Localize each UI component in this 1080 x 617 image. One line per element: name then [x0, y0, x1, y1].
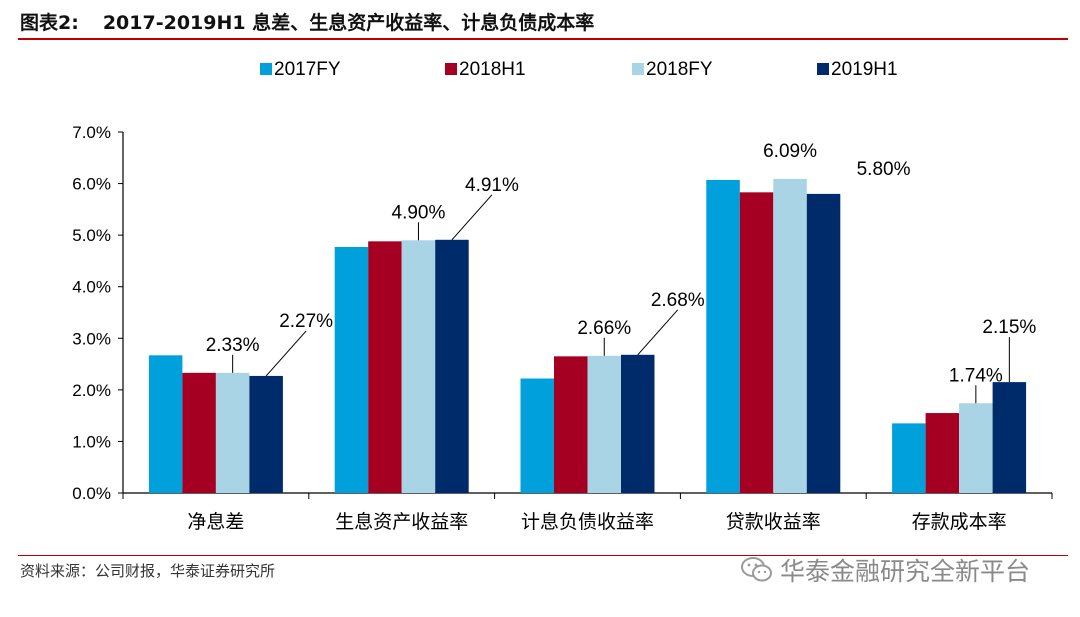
bar-2019H1-1: [435, 239, 469, 493]
label-leader-line: [637, 309, 679, 356]
bar-2018FY-0: [215, 372, 250, 493]
data-label: 2.33%: [206, 335, 260, 356]
data-label: 4.90%: [392, 202, 446, 223]
x-category-label: 净息差: [187, 511, 244, 533]
wechat-icon: [741, 557, 772, 582]
label-leader-line: [451, 194, 493, 241]
chart-data-labels: 2.33% 2.27% 4.90% 4.91% 2.66% 2.68% 6.09% 5.80%…: [206, 141, 1036, 404]
y-tick-label: 5.0%: [72, 226, 111, 245]
bar-2019H1-0: [249, 375, 283, 493]
legend-swatch-2018H1: [445, 63, 457, 75]
data-label: 2.27%: [279, 311, 333, 332]
source-note: 资料来源：公司财报，华泰证券研究所: [20, 562, 276, 580]
bar-2018H1-1: [368, 241, 402, 493]
y-tick-label: 0.0%: [72, 484, 111, 503]
footer-divider: [18, 555, 1068, 556]
legend-label: 2018H1: [459, 59, 526, 80]
bar-2017FY-0: [148, 355, 183, 493]
x-category-label: 贷款收益率: [726, 511, 821, 533]
bar-2017FY-4: [892, 423, 926, 493]
data-label: 1.74%: [949, 365, 1003, 386]
bar-2019H1-3: [806, 193, 841, 493]
figure-label: 图表2:: [20, 12, 79, 34]
legend-swatch-2017FY: [260, 63, 272, 75]
bar-2017FY-2: [520, 378, 554, 493]
bar-2018FY-3: [773, 178, 807, 493]
bar-2018FY-2: [587, 355, 621, 493]
watermark: 华泰金融研究全新平台: [740, 552, 1030, 588]
x-category-label: 存款成本率: [912, 511, 1007, 533]
bar-2019H1-4: [992, 382, 1027, 493]
x-category-label: 生息资产收益率: [335, 511, 468, 533]
bar-2019H1-2: [621, 354, 655, 493]
chart-bars: [148, 178, 1027, 494]
y-tick-label: 4.0%: [72, 278, 111, 297]
label-leader-line: [265, 330, 307, 377]
legend-label: 2019H1: [831, 59, 898, 80]
y-tick-label: 2.0%: [72, 381, 111, 400]
legend-swatch-2019H1: [817, 63, 829, 75]
data-label: 2.15%: [982, 317, 1036, 338]
bar-2017FY-1: [334, 247, 369, 493]
data-label: 5.80%: [857, 159, 911, 180]
data-label: 2.66%: [577, 318, 631, 339]
bar-2018H1-4: [925, 413, 960, 493]
y-tick-label: 3.0%: [72, 329, 111, 348]
figure-title: 2017-2019H1 息差、生息资产收益率、计息负债成本率: [102, 12, 595, 34]
figure-title-bar: 图表2: 2017-2019H1 息差、生息资产收益率、计息负债成本率: [20, 8, 594, 35]
bar-2018H1-3: [739, 192, 774, 494]
data-label: 2.68%: [651, 290, 705, 311]
x-category-label: 计息负债收益率: [521, 511, 654, 533]
bar-2017FY-3: [706, 179, 740, 493]
bar-2018FY-1: [401, 240, 436, 493]
legend-swatch-2018FY: [632, 63, 644, 75]
legend-label: 2018FY: [646, 59, 713, 80]
title-divider: [18, 38, 1068, 40]
chart-legend: 2017FY 2018H1 2018FY 2019H1: [260, 59, 898, 80]
x-axis-categories: 净息差 生息资产收益率 计息负债收益率 贷款收益率 存款成本率: [187, 511, 1006, 533]
data-label: 4.91%: [465, 175, 519, 196]
bar-2018H1-0: [182, 372, 216, 493]
watermark-text: 华泰金融研究全新平台: [780, 557, 1031, 586]
bar-chart: 2017FY 2018H1 2018FY 2019H1 0.0% 1.0% 2.0% 3.0…: [72, 59, 1053, 533]
bar-2018FY-4: [959, 403, 993, 493]
data-label: 6.09%: [763, 141, 817, 162]
legend-label: 2017FY: [274, 59, 341, 80]
y-tick-label: 7.0%: [72, 123, 111, 142]
y-tick-label: 6.0%: [72, 175, 111, 194]
bar-2018H1-2: [554, 356, 588, 493]
y-tick-label: 1.0%: [72, 432, 111, 451]
